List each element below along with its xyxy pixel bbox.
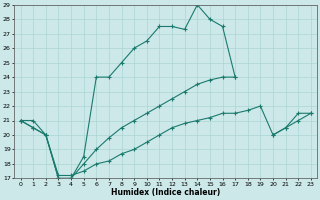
X-axis label: Humidex (Indice chaleur): Humidex (Indice chaleur) xyxy=(111,188,220,197)
